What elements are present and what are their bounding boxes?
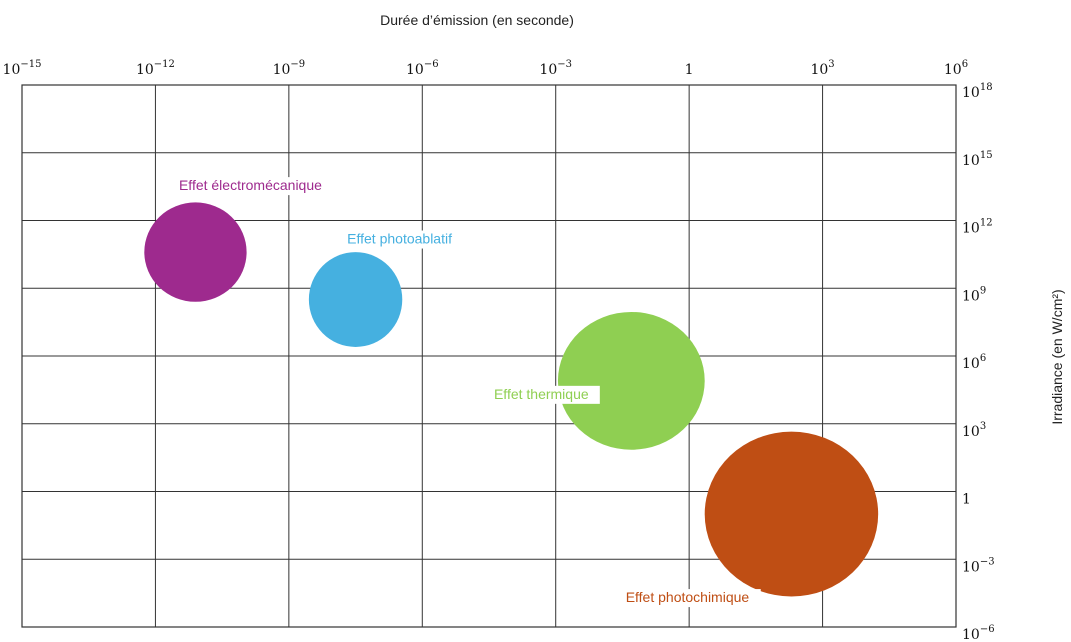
bubble-label-bg (166, 177, 335, 196)
x-tick-label: 10−12 (136, 59, 175, 78)
bubble-4 (704, 431, 879, 597)
bubble-label-bg (614, 589, 761, 608)
x-tick-label: 1 (685, 62, 694, 78)
y-tick-label: 109 (962, 285, 986, 304)
bubble-label: Effet thermique (494, 386, 589, 402)
x-tick-label: 10−15 (3, 59, 42, 78)
plot-frame (21, 84, 957, 628)
bubble-label: Effet photochimique (626, 589, 750, 605)
y-axis-label: Irradiance (en W/cm²) (1049, 289, 1065, 424)
x-tick-label: 10−6 (406, 59, 439, 78)
bubbles (144, 202, 879, 597)
y-tick-label: 10−6 (962, 624, 995, 642)
bubble-1 (144, 202, 247, 302)
x-tick-label: 10−9 (273, 59, 306, 78)
bubble-label: Effet photoablatif (347, 231, 452, 247)
y-tick-label: 1012 (962, 218, 993, 237)
x-tick-label: 10−3 (539, 59, 572, 78)
bubble-labels: Effet électromécanique Effet photoablatif… (166, 177, 761, 608)
y-tick-label: 103 (962, 421, 986, 440)
bubble-3 (557, 311, 705, 450)
y-tick-label: 10−3 (962, 556, 995, 575)
bubble-label-bg (329, 230, 470, 249)
y-axis-ticks: 1018 1015 1012 109 106 103 1 10−3 10−6 (962, 82, 995, 642)
y-tick-label: 1018 (962, 82, 993, 101)
y-tick-label: 1015 (962, 150, 993, 169)
y-tick-label: 1 (962, 492, 971, 508)
x-tick-label: 106 (944, 59, 968, 78)
bubble-label-bg (482, 385, 600, 404)
chart-title: Durée d’émission (en seconde) (380, 12, 574, 28)
bubble-2 (308, 252, 403, 347)
x-tick-label: 103 (810, 59, 834, 78)
y-tick-label: 106 (962, 353, 986, 372)
x-axis-ticks: 10−15 10−12 10−9 10−6 10−3 1 103 106 (3, 59, 969, 78)
bubble-label: Effet électromécanique (179, 177, 322, 193)
